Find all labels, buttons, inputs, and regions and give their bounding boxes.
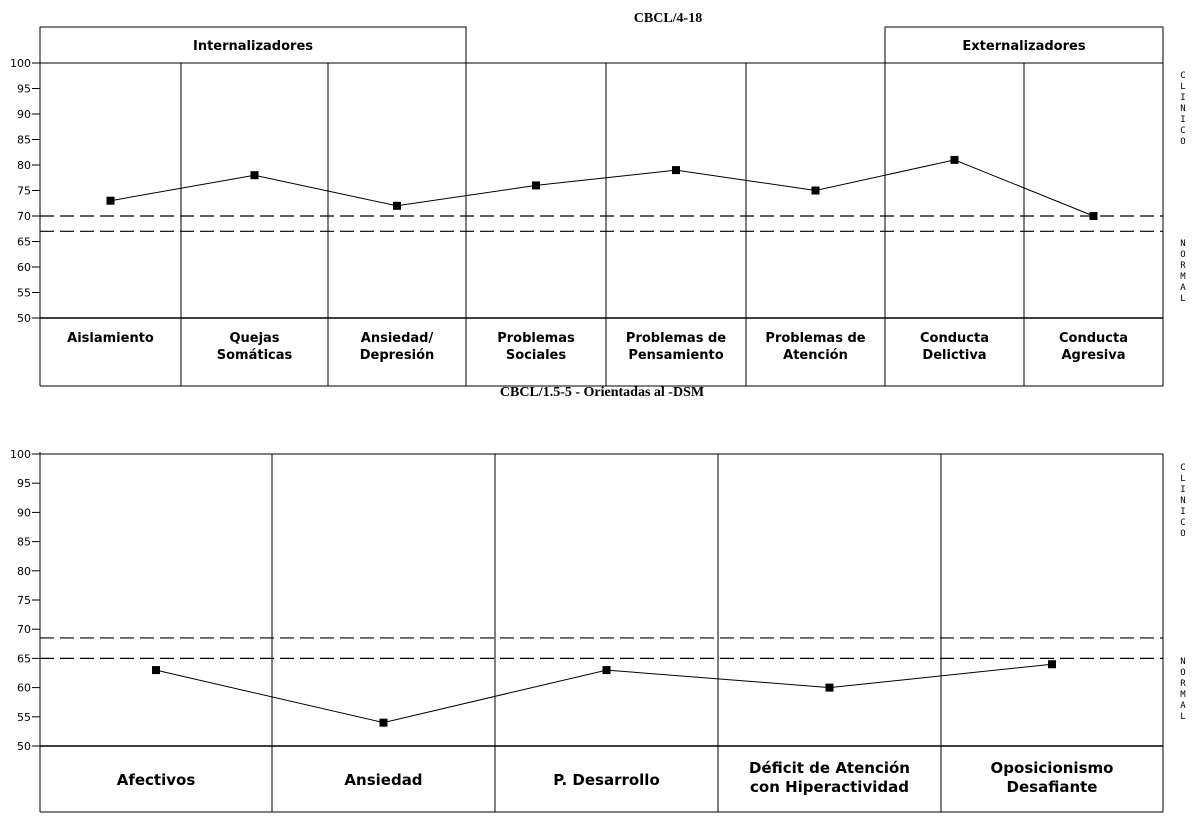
chart1-category-label-4-1: Pensamiento — [628, 348, 723, 363]
chart1-data-point-1 — [250, 171, 259, 180]
chart2-y-tick-label-2: 60 — [17, 682, 31, 695]
chart1-data-point-5 — [811, 186, 820, 195]
chart2-y-tick-label-8: 90 — [17, 506, 31, 519]
chart1-data-point-6 — [950, 155, 959, 164]
chart1-data-point-3 — [532, 181, 540, 190]
chart1-category-label-6-0: Conducta — [920, 331, 989, 346]
chart1-category-label-4-0: Problemas de — [626, 331, 726, 346]
chart2-y-tick-label-4: 70 — [17, 623, 31, 636]
chart2-data-point-0 — [152, 666, 160, 675]
chart1-category-label-2-1: Depresión — [360, 348, 435, 363]
chart2-y-tick-label-10: 100 — [10, 448, 31, 461]
chart2-y-tick-label-5: 75 — [17, 594, 31, 607]
chart2-data-point-3 — [825, 683, 834, 692]
chart1-data-point-2 — [393, 201, 401, 210]
chart1-y-tick-label-1: 55 — [17, 287, 31, 300]
chart1-group-label-0: Internalizadores — [193, 39, 313, 54]
chart1-y-tick-label-4: 70 — [17, 210, 31, 223]
chart1-y-tick-label-7: 85 — [17, 134, 31, 147]
chart2-plot: 50 55 60 65 70 75 80 85 90 95 100 Afectivos Ansiedad… — [10, 448, 1186, 813]
chart1-category-label-7-0: Conducta — [1059, 331, 1128, 346]
chart1-group-label-1: Externalizadores — [962, 39, 1085, 54]
chart1-y-tick-label-3: 65 — [17, 236, 31, 249]
chart1-title: CBCL/4-18 — [634, 11, 702, 26]
chart2-data-point-4 — [1048, 660, 1056, 669]
chart2-y-tick-label-9: 95 — [17, 477, 31, 490]
chart1-plot: Internalizadores Externalizadores 50 55 60 65… — [10, 26, 1186, 387]
chart1-data-point-0 — [106, 196, 115, 205]
chart1-category-label-3-1: Sociales — [506, 348, 567, 363]
chart1-category-label-5-1: Atención — [783, 348, 848, 363]
chart2-category-label-2-0: P. Desarrollo — [553, 771, 660, 789]
chart2-category-label-3-0: Déficit de Atención — [749, 759, 910, 777]
chart1-series-line — [110, 159, 1094, 217]
chart2-category-label-4-0: Oposicionismo — [991, 759, 1114, 777]
chart1-data-point-7 — [1089, 212, 1098, 220]
chart2-category-label-0-0: Afectivos — [117, 771, 196, 789]
chart2-category-label-3-1: con Hiperactividad — [750, 778, 909, 796]
chart2-y-tick-label-6: 80 — [17, 565, 31, 578]
chart1-category-label-3-0: Problemas — [497, 331, 575, 346]
chart2-y-tick-label-0: 50 — [17, 740, 31, 753]
chart2-category-label-1-0: Ansiedad — [344, 771, 422, 789]
chart2-y-tick-label-3: 65 — [17, 652, 31, 665]
chart2-y-tick-label-1: 55 — [17, 711, 31, 724]
chart1-category-label-7-1: Agresiva — [1061, 348, 1125, 363]
chart2-title: CBCL/1.5-5 - Orientadas al -DSM — [500, 385, 704, 400]
chart2-category-label-4-1: Desafiante — [1007, 778, 1098, 796]
chart2-y-tick-label-7: 85 — [17, 536, 31, 549]
chart1-category-label-1-1: Somáticas — [217, 348, 293, 363]
chart2-data-point-1 — [379, 718, 388, 727]
chart1-y-tick-label-10: 100 — [10, 57, 31, 70]
chart1-category-label-6-1: Delictiva — [922, 348, 986, 363]
chart1-y-tick-label-8: 90 — [17, 108, 31, 121]
chart1-category-label-1-0: Quejas — [229, 331, 279, 346]
chart1-category-label-0-0: Aislamiento — [67, 331, 154, 346]
chart1-y-tick-label-6: 80 — [17, 159, 31, 172]
chart1-y-tick-label-0: 50 — [17, 312, 31, 325]
chart1-category-label-2-0: Ansiedad/ — [361, 331, 434, 346]
chart1-category-label-5-0: Problemas de — [765, 331, 865, 346]
chart1-y-tick-label-2: 60 — [17, 261, 31, 274]
chart1-y-tick-label-9: 95 — [17, 83, 31, 96]
chart2-data-point-2 — [602, 666, 611, 675]
chart1-y-tick-label-5: 75 — [17, 185, 31, 198]
chart1-data-point-4 — [672, 166, 680, 175]
